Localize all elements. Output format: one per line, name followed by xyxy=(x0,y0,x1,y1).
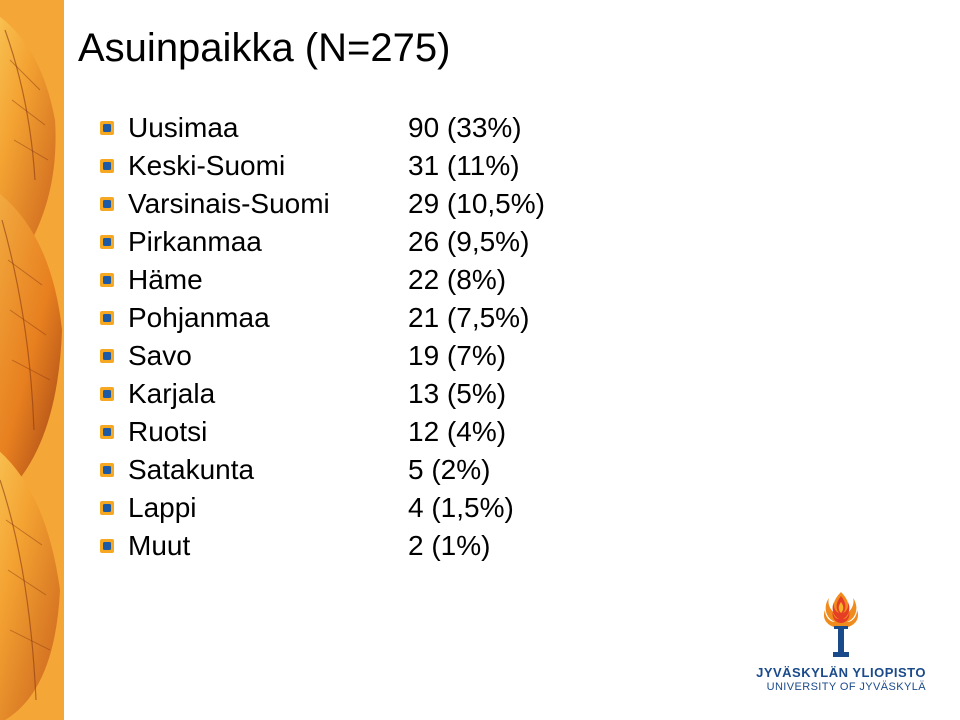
region-value: 2 (1%) xyxy=(408,530,490,562)
list-item: Pohjanmaa21 (7,5%) xyxy=(100,302,545,334)
region-label: Ruotsi xyxy=(128,416,408,448)
region-value: 26 (9,5%) xyxy=(408,226,529,258)
region-label: Pirkanmaa xyxy=(128,226,408,258)
region-value: 22 (8%) xyxy=(408,264,506,296)
region-label: Lappi xyxy=(128,492,408,524)
slide: Asuinpaikka (N=275) Uusimaa90 (33%)Keski… xyxy=(0,0,960,720)
autumn-leaves-icon xyxy=(0,0,64,720)
list-item: Keski-Suomi31 (11%) xyxy=(100,150,545,182)
left-decorative-stripe xyxy=(0,0,64,720)
region-label: Karjala xyxy=(128,378,408,410)
bullet-icon xyxy=(100,463,114,477)
bullet-icon xyxy=(100,197,114,211)
logo-text: JYVÄSKYLÄN YLIOPISTO UNIVERSITY OF JYVÄS… xyxy=(756,666,926,694)
region-value: 29 (10,5%) xyxy=(408,188,545,220)
region-value: 21 (7,5%) xyxy=(408,302,529,334)
slide-title: Asuinpaikka (N=275) xyxy=(78,26,450,71)
list-item: Satakunta5 (2%) xyxy=(100,454,545,486)
region-label: Keski-Suomi xyxy=(128,150,408,182)
region-label: Satakunta xyxy=(128,454,408,486)
region-value: 90 (33%) xyxy=(408,112,522,144)
region-label: Pohjanmaa xyxy=(128,302,408,334)
list-item: Ruotsi12 (4%) xyxy=(100,416,545,448)
bullet-icon xyxy=(100,311,114,325)
logo-line-1: JYVÄSKYLÄN YLIOPISTO xyxy=(756,666,926,681)
region-label: Uusimaa xyxy=(128,112,408,144)
region-value: 4 (1,5%) xyxy=(408,492,514,524)
list-item: Muut2 (1%) xyxy=(100,530,545,562)
list-item: Häme22 (8%) xyxy=(100,264,545,296)
bullet-icon xyxy=(100,273,114,287)
region-value: 19 (7%) xyxy=(408,340,506,372)
logo-line-2: UNIVERSITY OF JYVÄSKYLÄ xyxy=(756,681,926,694)
bullet-icon xyxy=(100,539,114,553)
region-label: Häme xyxy=(128,264,408,296)
list-item: Savo19 (7%) xyxy=(100,340,545,372)
region-label: Muut xyxy=(128,530,408,562)
region-value: 13 (5%) xyxy=(408,378,506,410)
bullet-icon xyxy=(100,159,114,173)
region-value: 5 (2%) xyxy=(408,454,490,486)
torch-flame-icon xyxy=(819,590,863,660)
region-value: 31 (11%) xyxy=(408,150,520,182)
university-logo: JYVÄSKYLÄN YLIOPISTO UNIVERSITY OF JYVÄS… xyxy=(756,590,926,694)
list-item: Pirkanmaa26 (9,5%) xyxy=(100,226,545,258)
bullet-icon xyxy=(100,121,114,135)
bullet-icon xyxy=(100,235,114,249)
list-item: Lappi4 (1,5%) xyxy=(100,492,545,524)
bullet-icon xyxy=(100,349,114,363)
region-label: Savo xyxy=(128,340,408,372)
bullet-icon xyxy=(100,501,114,515)
region-list: Uusimaa90 (33%)Keski-Suomi31 (11%)Varsin… xyxy=(100,112,545,568)
list-item: Uusimaa90 (33%) xyxy=(100,112,545,144)
region-label: Varsinais-Suomi xyxy=(128,188,408,220)
region-value: 12 (4%) xyxy=(408,416,506,448)
list-item: Karjala13 (5%) xyxy=(100,378,545,410)
bullet-icon xyxy=(100,425,114,439)
bullet-icon xyxy=(100,387,114,401)
list-item: Varsinais-Suomi29 (10,5%) xyxy=(100,188,545,220)
